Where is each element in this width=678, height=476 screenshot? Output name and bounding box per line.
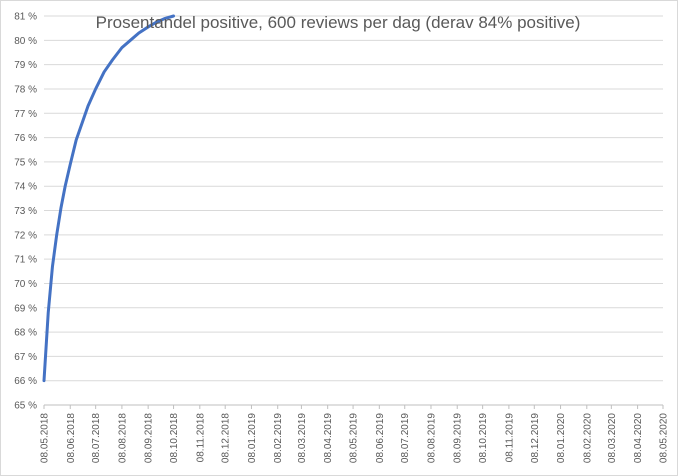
y-tick-label: 76 % (14, 133, 37, 144)
chart-title: Prosentandel positive, 600 reviews per d… (96, 13, 581, 32)
x-tick-label: 08.12.2018 (221, 413, 232, 463)
x-tick-label: 08.10.2019 (478, 413, 489, 463)
x-tick-label: 08.11.2019 (504, 413, 515, 463)
y-tick-label: 81 % (14, 12, 37, 23)
y-tick-label: 65 % (14, 401, 37, 412)
x-tick-label: 08.01.2020 (556, 413, 567, 463)
y-tick-label: 80 % (14, 36, 37, 47)
gridlines (44, 15, 663, 382)
x-tick-label: 08.02.2019 (273, 413, 284, 463)
y-tick-label: 70 % (14, 279, 37, 290)
x-tick-label: 08.05.2019 (349, 413, 360, 463)
x-tick-label: 08.07.2018 (91, 413, 102, 463)
y-tick-label: 66 % (14, 376, 37, 387)
y-tick-label: 72 % (14, 230, 37, 241)
x-tick-label: 08.12.2019 (530, 413, 541, 463)
y-tick-label: 74 % (14, 182, 37, 193)
axes (43, 404, 664, 409)
x-tick-label: 08.05.2018 (40, 413, 51, 463)
x-tick-label: 08.03.2020 (607, 413, 618, 463)
y-tick-label: 77 % (14, 109, 37, 120)
x-tick-label: 08.08.2019 (426, 413, 437, 463)
x-tick-label: 08.08.2018 (117, 413, 128, 463)
x-tick-label: 08.05.2020 (659, 413, 670, 463)
y-tick-label: 75 % (14, 157, 37, 168)
series-line (42, 14, 176, 383)
x-axis-tick-labels: 08.05.2018 08.06.2018 08.07.2018 08.08.2018… (40, 413, 670, 463)
y-tick-label: 67 % (14, 352, 37, 363)
y-tick-label: 78 % (14, 84, 37, 95)
x-tick-label: 08.10.2018 (169, 413, 180, 463)
y-axis-tick-labels: 65 % 66 % 67 % 68 % 69 % 70 % 71 % 72 % 73 % 74 %… (14, 12, 37, 412)
x-tick-label: 08.06.2018 (66, 413, 77, 463)
x-tick-label: 08.01.2019 (247, 413, 258, 463)
x-tick-label: 08.04.2020 (633, 413, 644, 463)
y-tick-label: 71 % (14, 255, 37, 266)
x-tick-label: 08.09.2019 (453, 413, 464, 463)
x-tick-label: 08.09.2018 (144, 413, 155, 463)
x-tick-label: 08.11.2018 (195, 413, 206, 463)
x-tick-label: 08.03.2019 (297, 413, 308, 463)
x-tick-label: 08.06.2019 (375, 413, 386, 463)
x-tick-label: 08.04.2019 (323, 413, 334, 463)
x-tick-label: 08.02.2020 (582, 413, 593, 463)
x-tick-label: 08.07.2019 (400, 413, 411, 463)
y-tick-label: 68 % (14, 328, 37, 339)
y-tick-label: 69 % (14, 303, 37, 314)
y-tick-label: 73 % (14, 206, 37, 217)
y-tick-label: 79 % (14, 60, 37, 71)
series (42, 14, 176, 383)
